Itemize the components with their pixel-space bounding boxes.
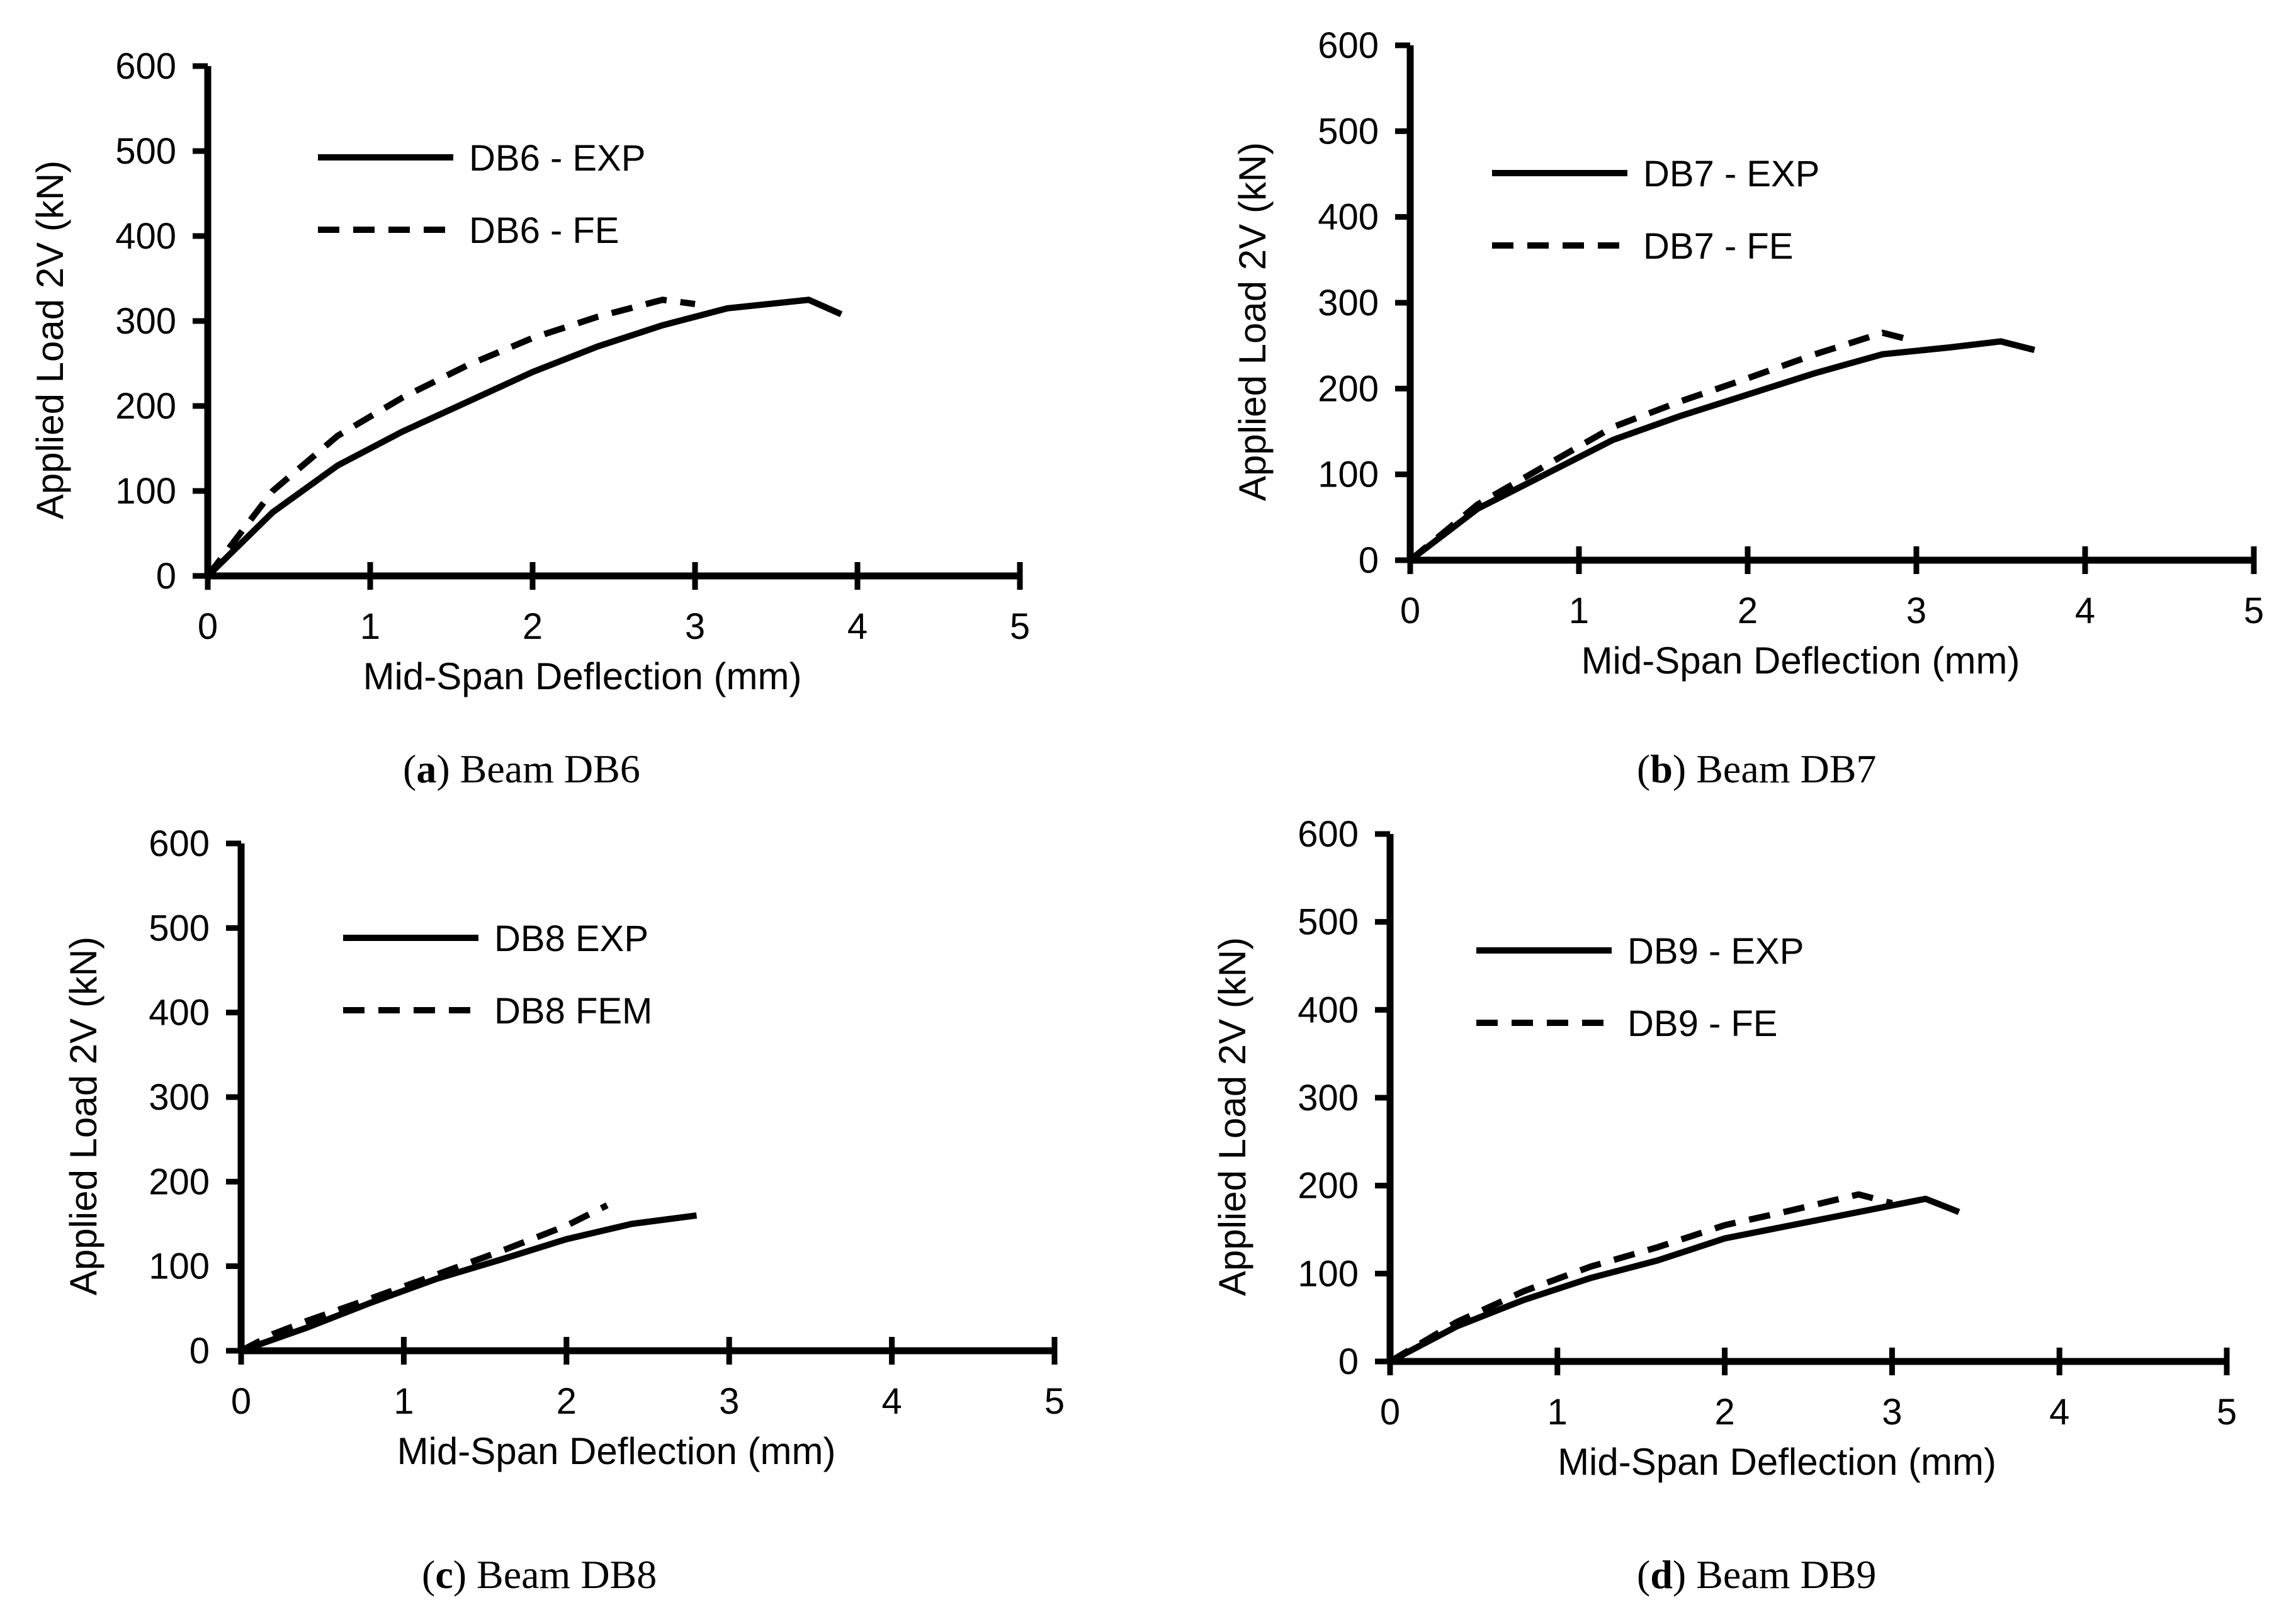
x-tick-label: 2 [557,1381,577,1422]
legend-label: DB8 FEM [494,991,652,1032]
y-axis-label: Applied Load 2V (kN) [1231,142,1274,501]
y-tick-label: 600 [1318,25,1379,66]
caption-d: (d) Beam DB9 [1637,1552,1877,1597]
legend-label: DB9 - EXP [1627,931,1804,972]
chart-d: 0 100 200 300 400 500 600 0 1 2 3 4 5 Mid-Span Deflec… [1211,814,2237,1483]
y-tick-label: 500 [1318,111,1379,152]
caption-b: (b) Beam DB7 [1637,747,1877,791]
y-tick-label: 300 [149,1077,210,1118]
y-tick-label: 500 [149,908,210,949]
series-line-fe [239,1202,609,1354]
legend-label: DB8 EXP [494,918,648,959]
y-tick-label: 600 [149,823,210,864]
x-axis-label: Mid-Span Deflection (mm) [363,655,802,697]
y-tick-label: 200 [115,386,176,427]
y-axis-label: Applied Load 2V (kN) [29,161,71,519]
x-tick-label: 0 [198,606,218,647]
series-line-fe [1408,329,1918,563]
x-tick-label: 0 [1400,590,1420,631]
x-tick-label: 1 [1569,590,1589,631]
x-tick-label: 5 [2217,1392,2237,1433]
x-tick-label: 1 [360,606,380,647]
x-tick-label: 3 [685,606,705,647]
y-axis-label: Applied Load 2V (kN) [1211,937,1253,1296]
y-tick-label: 300 [1298,1078,1359,1118]
x-tick-label: 1 [393,1381,414,1422]
chart-a: 0 100 200 300 400 500 600 0 1 2 3 4 5 Mid-Span Deflec… [29,46,1030,697]
y-tick-label: 0 [1359,540,1379,581]
x-tick-label: 0 [231,1381,251,1422]
y-tick-label: 0 [1338,1341,1359,1382]
y-tick-label: 100 [115,471,176,512]
x-tick-label: 0 [1380,1392,1400,1433]
x-tick-label: 5 [1044,1381,1065,1422]
y-tick-label: 300 [115,301,176,342]
legend-label: DB7 - FE [1643,226,1794,267]
x-tick-label: 3 [719,1381,739,1422]
y-tick-label: 100 [149,1246,210,1287]
series-line-exp [240,1212,698,1354]
legend-label: DB6 - EXP [469,138,645,179]
y-tick-label: 400 [149,993,210,1034]
legend-label: DB6 - FE [469,210,619,251]
x-tick-label: 4 [2075,590,2095,631]
y-tick-label: 100 [1318,454,1379,495]
y-tick-label: 0 [189,1331,210,1372]
series-line-exp [1388,1195,1960,1365]
y-tick-label: 500 [115,131,176,172]
x-tick-label: 4 [881,1381,902,1422]
y-tick-label: 200 [1298,1166,1359,1207]
x-axis-label: Mid-Span Deflection (mm) [1558,1441,1996,1483]
x-tick-label: 4 [847,606,868,647]
y-tick-label: 400 [1318,197,1379,238]
series-line-fe [1388,1191,1893,1365]
y-tick-label: 200 [1318,368,1379,409]
y-axis-label: Applied Load 2V (kN) [62,937,105,1295]
x-tick-label: 3 [1882,1392,1902,1433]
y-tick-label: 300 [1318,283,1379,324]
y-tick-label: 100 [1298,1253,1359,1294]
chart-c: 0 100 200 300 400 500 600 0 1 2 3 4 5 Mid-Span Deflec… [62,823,1065,1472]
x-tick-label: 4 [2049,1392,2069,1433]
x-tick-label: 3 [1906,590,1926,631]
y-tick-label: 400 [1298,989,1359,1030]
y-tick-label: 400 [115,216,176,257]
x-tick-label: 2 [1738,590,1758,631]
legend-label: DB9 - FE [1627,1003,1778,1044]
x-axis-label: Mid-Span Deflection (mm) [1581,639,2020,682]
x-axis-label: Mid-Span Deflection (mm) [397,1430,836,1472]
y-tick-label: 200 [149,1161,210,1202]
series-line-fe [205,296,696,578]
x-tick-label: 2 [1714,1392,1734,1433]
caption-a: (a) Beam DB6 [403,747,640,791]
x-tick-label: 1 [1547,1392,1568,1433]
legend-label: DB7 - EXP [1643,154,1819,194]
series-line-exp [205,296,843,578]
x-tick-label: 5 [2244,590,2264,631]
x-tick-label: 5 [1010,606,1030,647]
chart-b: 0 100 200 300 400 500 600 0 1 2 3 4 5 Mid-Span Deflec… [1231,25,2264,682]
y-tick-label: 500 [1298,902,1359,943]
caption-c: (c) Beam DB8 [422,1552,657,1597]
x-tick-label: 2 [523,606,543,647]
y-tick-label: 600 [1298,814,1359,855]
y-tick-label: 600 [115,46,176,87]
y-tick-label: 0 [156,556,176,597]
series-line-exp [1408,338,2035,563]
